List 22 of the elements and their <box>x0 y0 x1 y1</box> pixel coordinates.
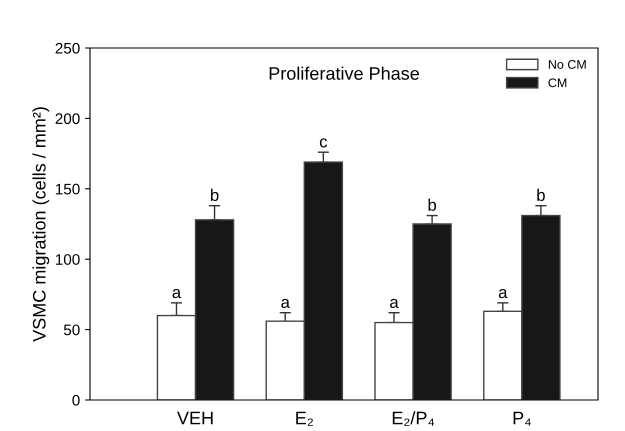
y-tick-label: 200 <box>56 113 80 124</box>
legend-label: CM <box>548 78 566 88</box>
annotation: a <box>498 289 508 298</box>
y-tick-label: 0 <box>72 394 80 406</box>
text: Proliferative Phase <box>270 66 419 80</box>
y-tick-label: 50 <box>64 324 80 336</box>
annotation: a <box>172 289 182 298</box>
y-tick-label: 250 <box>56 42 80 54</box>
annotation: a <box>390 298 399 308</box>
annotation: a <box>281 298 290 308</box>
x-tick-label: VEH <box>177 412 213 424</box>
x-tick-label: P₄ <box>514 412 531 426</box>
y-tick-label: 150 <box>56 184 80 194</box>
y-axis-title: VSMC migration (cells / mm²) <box>32 107 50 342</box>
legend-label: No CM <box>548 60 586 69</box>
x-tick-label: E₂/P₄ <box>392 411 434 426</box>
annotation: c <box>320 138 328 148</box>
annotation: b <box>537 188 545 202</box>
annotation: b <box>428 198 436 211</box>
x-tick-label: E₂ <box>296 412 313 426</box>
annotation: b <box>210 188 218 202</box>
y-tick-label: 100 <box>56 254 80 265</box>
